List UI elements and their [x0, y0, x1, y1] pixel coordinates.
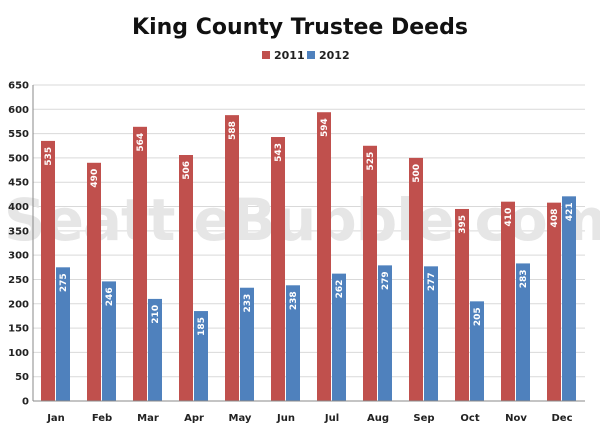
bar-2012-mar — [148, 298, 162, 401]
bar-2012-jun — [286, 285, 300, 401]
y-tick-label-350: 350 — [8, 226, 29, 237]
y-tick-label-400: 400 — [8, 202, 29, 213]
bar-2011-nov — [501, 201, 515, 401]
x-tick-label-mar: Mar — [137, 413, 159, 424]
bar-2012-jan — [56, 267, 70, 401]
bar-2012-oct — [470, 301, 484, 401]
data-label-2011-sep: 500 — [412, 164, 422, 183]
y-tick-label-650: 650 — [8, 81, 29, 92]
data-label-2012-mar: 210 — [151, 305, 161, 324]
y-tick-label-200: 200 — [8, 299, 29, 310]
bar-2011-jul — [317, 112, 331, 402]
data-label-2012-dec: 421 — [565, 202, 575, 221]
data-label-2011-aug: 525 — [366, 152, 376, 171]
x-tick-label-sep: Sep — [413, 413, 434, 424]
bar-2012-feb — [102, 281, 116, 401]
bar-2012-sep — [424, 266, 438, 401]
data-label-2012-aug: 279 — [381, 271, 391, 290]
bar-2012-may — [240, 287, 254, 401]
data-label-2012-jul: 262 — [335, 280, 345, 299]
bar-2011-dec — [547, 202, 561, 401]
y-tick-label-150: 150 — [8, 324, 29, 335]
x-tick-label-may: May — [229, 413, 252, 424]
legend-swatch-2012 — [307, 51, 315, 59]
y-tick-label-600: 600 — [8, 105, 29, 116]
x-tick-label-feb: Feb — [92, 413, 112, 424]
bar-2012-dec — [562, 196, 576, 401]
legend: 2011 2012 — [262, 49, 350, 62]
data-label-2012-oct: 205 — [473, 307, 483, 326]
data-label-2011-jul: 594 — [320, 118, 330, 137]
bar-2011-feb — [87, 162, 101, 401]
bar-2012-apr — [194, 311, 208, 401]
data-label-2011-nov: 410 — [504, 208, 514, 227]
gridlines — [33, 84, 585, 378]
bar-2011-mar — [133, 126, 147, 401]
y-tick-label-300: 300 — [8, 251, 29, 262]
x-tick-label-jun: Jun — [276, 413, 295, 424]
y-tick-label-550: 550 — [8, 129, 29, 140]
bar-2012-nov — [516, 263, 530, 401]
data-label-2012-nov: 283 — [519, 269, 529, 288]
data-label-2011-jun: 543 — [274, 143, 284, 162]
data-label-2012-jan: 275 — [59, 273, 69, 292]
data-label-2012-jun: 238 — [289, 291, 299, 310]
x-axis-categories: Jan Feb Mar Apr May Jun Jul Aug Sep Oct Nov Dec — [46, 413, 572, 424]
y-tick-label-250: 250 — [8, 275, 29, 286]
legend-swatch-2011 — [262, 51, 270, 59]
legend-label-2012: 2012 — [319, 49, 350, 62]
bar-2011-sep — [409, 157, 423, 401]
x-tick-label-nov: Nov — [505, 413, 527, 424]
y-tick-label-500: 500 — [8, 153, 29, 164]
y-tick-label-450: 450 — [8, 178, 29, 189]
bar-2011-jan — [41, 140, 55, 401]
bar-2011-oct — [455, 208, 469, 401]
axes — [32, 85, 585, 402]
watermark: SeattleBubble.com — [4, 186, 600, 254]
x-tick-label-jan: Jan — [46, 413, 65, 424]
bar-2011-apr — [179, 155, 193, 401]
bar-2011-aug — [363, 145, 377, 401]
data-label-2011-feb: 490 — [90, 169, 100, 188]
data-label-2011-jan: 535 — [44, 147, 54, 166]
bar-2012-aug — [378, 265, 392, 401]
data-label-2012-apr: 185 — [197, 317, 207, 336]
x-tick-label-apr: Apr — [184, 413, 204, 424]
x-tick-label-dec: Dec — [551, 413, 572, 424]
data-label-2011-apr: 506 — [182, 161, 192, 180]
data-label-2012-sep: 277 — [427, 272, 437, 291]
data-label-2012-feb: 246 — [105, 287, 115, 306]
bars: 535 275 490 246 564 210 506 185 588 233 543 238 594 2… — [41, 112, 576, 402]
data-label-2011-dec: 408 — [550, 209, 560, 228]
y-axis-ticks: 0 50 100 150 200 250 300 350 400 450 500 550 600 650 — [8, 81, 29, 408]
x-tick-label-oct: Oct — [460, 413, 479, 424]
data-label-2012-may: 233 — [243, 294, 253, 313]
x-tick-label-aug: Aug — [367, 413, 389, 424]
chart-title: King County Trustee Deeds — [132, 15, 468, 40]
y-tick-label-100: 100 — [8, 348, 29, 359]
bar-2011-may — [225, 115, 239, 401]
legend-label-2011: 2011 — [274, 49, 305, 62]
y-tick-label-50: 50 — [15, 372, 29, 383]
data-label-2011-may: 588 — [228, 121, 238, 140]
x-tick-label-jul: Jul — [324, 413, 339, 424]
data-label-2011-mar: 564 — [136, 133, 146, 152]
bar-2011-jun — [271, 137, 285, 401]
data-label-2011-oct: 395 — [458, 215, 468, 234]
y-tick-label-0: 0 — [22, 397, 29, 408]
bar-2012-jul — [332, 273, 346, 401]
